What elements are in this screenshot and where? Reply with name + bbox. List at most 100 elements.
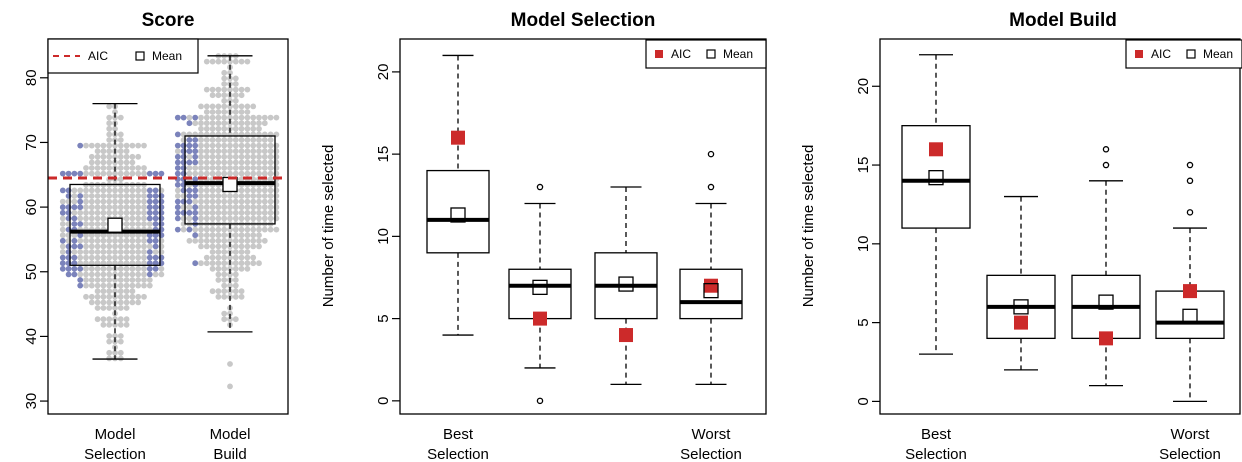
data-point bbox=[198, 193, 204, 199]
data-point bbox=[203, 215, 210, 222]
data-point bbox=[94, 209, 101, 216]
data-point bbox=[209, 148, 216, 155]
data-point bbox=[83, 221, 89, 227]
data-point bbox=[174, 187, 181, 194]
data-point bbox=[221, 92, 228, 99]
data-point bbox=[59, 215, 66, 222]
data-point bbox=[192, 176, 199, 183]
data-point bbox=[215, 226, 222, 233]
data-point bbox=[112, 316, 118, 323]
data-point bbox=[83, 293, 89, 300]
data-point bbox=[135, 299, 142, 306]
data-point bbox=[261, 165, 268, 171]
data-point bbox=[203, 114, 210, 121]
data-point bbox=[238, 193, 245, 199]
data-point bbox=[256, 137, 262, 143]
data-point bbox=[94, 316, 101, 323]
data-point bbox=[232, 109, 239, 115]
data-point bbox=[227, 69, 233, 76]
data-point bbox=[221, 170, 228, 177]
data-point bbox=[198, 137, 204, 143]
data-point bbox=[215, 187, 222, 194]
data-point bbox=[192, 193, 199, 199]
data-point bbox=[244, 114, 251, 121]
data-point bbox=[244, 109, 251, 115]
data-point bbox=[215, 209, 222, 216]
data-point bbox=[221, 97, 228, 104]
data-point bbox=[203, 159, 210, 166]
data-point bbox=[238, 159, 245, 166]
data-point bbox=[232, 97, 239, 104]
data-point bbox=[192, 159, 199, 166]
data-point bbox=[209, 170, 216, 177]
data-point bbox=[112, 254, 118, 261]
data-point bbox=[174, 226, 181, 233]
data-point bbox=[112, 209, 118, 216]
data-point bbox=[59, 254, 66, 261]
data-point bbox=[117, 271, 124, 278]
data-point bbox=[123, 170, 130, 177]
data-point bbox=[158, 170, 165, 177]
box-iqr bbox=[184, 135, 276, 225]
data-point bbox=[83, 243, 89, 250]
data-point bbox=[215, 288, 222, 295]
data-point bbox=[88, 153, 95, 160]
data-point bbox=[227, 148, 233, 155]
x-tick-label: Best bbox=[443, 426, 474, 443]
data-point bbox=[232, 316, 239, 323]
data-point bbox=[238, 120, 245, 127]
data-point bbox=[129, 165, 136, 171]
box-iqr bbox=[1155, 290, 1225, 340]
data-point bbox=[106, 243, 113, 250]
data-point bbox=[88, 198, 95, 205]
data-point bbox=[88, 170, 95, 177]
data-point bbox=[238, 114, 245, 121]
y-tick-label: 15 bbox=[855, 157, 872, 174]
y-tick-label: 0 bbox=[855, 397, 872, 405]
data-point bbox=[129, 159, 136, 166]
aic-marker bbox=[533, 311, 547, 326]
legend-aic-swatch bbox=[655, 50, 663, 58]
data-point bbox=[250, 237, 257, 244]
data-point bbox=[186, 193, 193, 199]
data-point bbox=[129, 215, 136, 222]
legend-box bbox=[47, 38, 199, 74]
data-point bbox=[117, 282, 124, 289]
data-point bbox=[180, 226, 187, 233]
data-point bbox=[152, 198, 159, 205]
data-point bbox=[106, 114, 113, 121]
data-point bbox=[215, 271, 222, 278]
data-point bbox=[135, 198, 142, 205]
data-point bbox=[112, 333, 118, 339]
data-point bbox=[221, 120, 228, 127]
mean-marker bbox=[107, 217, 123, 233]
data-point bbox=[203, 187, 210, 194]
data-point bbox=[198, 153, 204, 160]
data-point bbox=[261, 215, 268, 222]
data-point bbox=[174, 209, 181, 216]
data-point bbox=[203, 165, 210, 171]
data-point bbox=[221, 109, 228, 115]
data-point bbox=[174, 159, 181, 166]
data-point bbox=[198, 232, 204, 239]
mean-marker bbox=[928, 170, 944, 186]
data-point bbox=[106, 316, 113, 323]
data-point bbox=[244, 226, 251, 233]
data-point bbox=[256, 153, 262, 160]
data-point bbox=[146, 193, 153, 199]
data-point bbox=[100, 299, 107, 306]
data-point bbox=[106, 333, 113, 339]
data-point bbox=[209, 237, 216, 244]
data-point bbox=[77, 282, 84, 289]
data-point bbox=[129, 282, 136, 289]
data-point bbox=[227, 86, 233, 93]
data-point bbox=[198, 159, 204, 166]
data-point bbox=[209, 159, 216, 166]
data-point bbox=[227, 209, 233, 216]
data-point bbox=[232, 243, 239, 250]
y-tick-label: 15 bbox=[375, 146, 392, 163]
data-point bbox=[221, 271, 228, 278]
data-point bbox=[186, 159, 193, 166]
data-point bbox=[209, 153, 216, 160]
data-point bbox=[215, 232, 222, 239]
